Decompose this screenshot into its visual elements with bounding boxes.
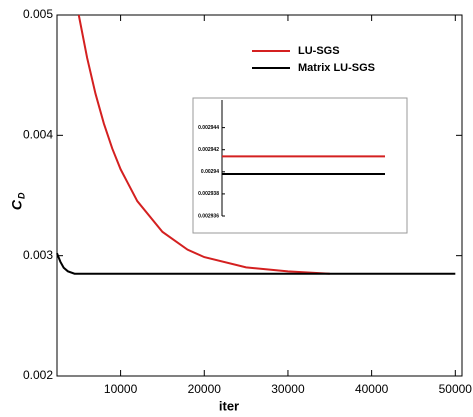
inset-frame [192, 97, 408, 234]
y-axis-label-sub: D [16, 192, 26, 199]
x-tick-label: 30000 [271, 382, 305, 396]
y-tick-label: 0.005 [23, 7, 53, 21]
inset-y-tick-label: 0.002938 [198, 191, 219, 197]
y-tick-label: 0.002 [23, 368, 53, 382]
inset-y-tick-label: 0.002936 [198, 213, 219, 219]
x-axis-label: iter [219, 398, 239, 413]
legend-label: LU-SGS [298, 45, 340, 57]
inset-y-tick-label: 0.002942 [198, 147, 219, 153]
series-line [77, 14, 330, 275]
plot-frame [56, 14, 463, 377]
inset-y-tick-label: 0.002944 [198, 125, 219, 131]
series-line [56, 252, 456, 275]
x-tick-label: 10000 [104, 382, 138, 396]
y-tick-label: 0.004 [23, 128, 53, 142]
y-axis-label-main: C [9, 199, 25, 210]
y-axis-label: C D [9, 192, 27, 210]
inset-y-tick-label: 0.00294 [201, 169, 219, 175]
x-tick-label: 40000 [355, 382, 389, 396]
x-tick-label: 50000 [439, 382, 473, 396]
x-tick-label: 20000 [188, 382, 222, 396]
legend-label: Matrix LU-SGS [298, 62, 375, 74]
y-tick-label: 0.003 [23, 248, 53, 262]
